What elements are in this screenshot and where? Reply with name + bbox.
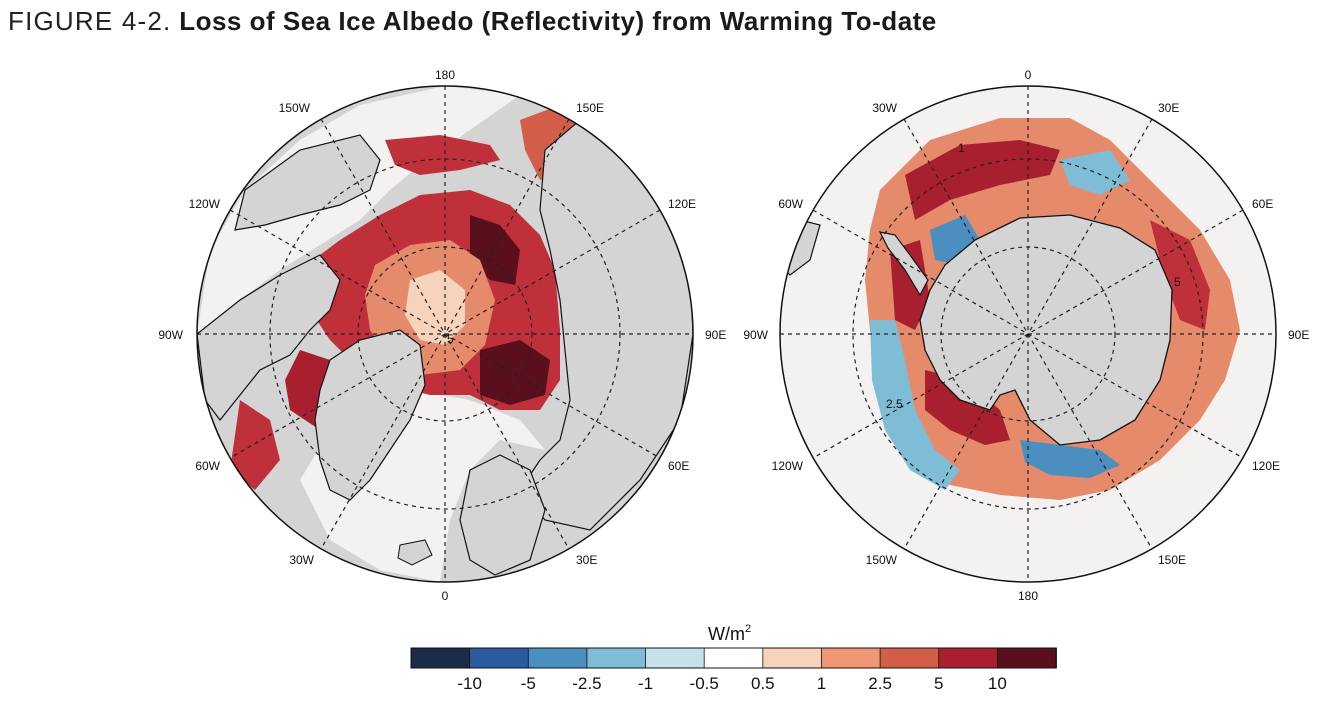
figure-number: FIGURE 4-2. [8, 6, 172, 36]
figure-heading: Loss of Sea Ice Albedo (Reflectivity) fr… [179, 6, 937, 36]
antarctic-label-60w: 60W [778, 197, 803, 211]
colorbar-swatch [762, 647, 823, 669]
arctic-outline [196, 85, 694, 583]
arctic-label-90e: 90E [705, 328, 726, 342]
arctic-contour-5: 5 [447, 332, 454, 346]
arctic-label-60e: 60E [668, 459, 689, 473]
arctic-ice-loss-light [405, 270, 465, 345]
colorbar-swatch [586, 647, 647, 669]
antarctic-ice-loss-ross [925, 370, 1010, 445]
antarctic-label-150w: 150W [866, 553, 898, 567]
arctic-alaska [234, 134, 381, 231]
antarctic-contour-2-5: 2.5 [886, 397, 903, 411]
colorbar-tick-label: 10 [988, 674, 1007, 693]
arctic-iceland [397, 539, 433, 566]
figure-title: FIGURE 4-2. Loss of Sea Ice Albedo (Refl… [8, 6, 937, 37]
arctic-label-30w: 30W [289, 553, 314, 567]
antarctic-label-180: 180 [1018, 589, 1038, 603]
antarctic-graticule [780, 86, 1276, 582]
colorbar-swatch [527, 647, 588, 669]
arctic-label-30e: 30E [576, 553, 597, 567]
antarctic-label-150e: 150E [1158, 553, 1186, 567]
arctic-greenland [314, 329, 426, 501]
arctic-map: 5 180 0 90W 90E 150W 120W 150E 120E 60W … [158, 68, 726, 603]
colorbar-tick-label: 2.5 [868, 674, 892, 693]
colorbar-unit: W/m2 [708, 623, 751, 644]
antarctic-contour-5: 5 [1174, 275, 1181, 289]
colorbar-tick-label: -1 [638, 674, 653, 693]
antarctic-label-90w: 90W [743, 328, 768, 342]
arctic-pacific-loss [385, 135, 500, 175]
colorbar-tick-label: 5 [934, 674, 943, 693]
colorbar-unit-base: W/m [708, 624, 745, 644]
arctic-label-0: 0 [442, 589, 449, 603]
arctic-label-120w: 120W [189, 197, 221, 211]
arctic-label-90w: 90W [158, 328, 183, 342]
colorbar-tick-label: -5 [521, 674, 536, 693]
colorbar-swatch [879, 647, 940, 669]
antarctic-label-120w: 120W [772, 459, 804, 473]
arctic-scandinavia [459, 454, 546, 576]
arctic-label-150e: 150E [576, 101, 604, 115]
colorbar-unit-superscript: 2 [745, 623, 751, 635]
antarctic-outline [779, 85, 1277, 583]
colorbar-swatch [938, 647, 999, 669]
arctic-label-150w: 150W [279, 101, 311, 115]
antarctic-label-0: 0 [1025, 68, 1032, 82]
antarctic-label-30e: 30E [1158, 101, 1179, 115]
antarctic-contour-1: 1 [958, 141, 965, 155]
antarctic-continent [919, 214, 1173, 446]
colorbar-swatch [645, 647, 706, 669]
arctic-labrador-loss [230, 400, 280, 490]
arctic-graticule [197, 86, 693, 582]
colorbar-swatch [821, 647, 881, 669]
antarctic-ice-gain-indian [1060, 150, 1130, 195]
colorbar-swatches [410, 647, 1057, 669]
colorbar-swatch [996, 647, 1057, 669]
antarctic-peninsula [878, 231, 929, 297]
antarctic-label-30w: 30W [872, 101, 897, 115]
colorbar-swatch [410, 647, 471, 669]
colorbar-tick-labels: -10 -5 -2.5 -1 -0.5 0.5 1 2.5 5 10 [457, 674, 1006, 693]
antarctic-ice-loss-red [905, 140, 1060, 220]
arctic-label-120e: 120E [668, 197, 696, 211]
colorbar-tick-label: 1 [817, 674, 826, 693]
colorbar: W/m2 -10 -5 -2.5 -1 -0.5 0.5 1 2.5 5 10 [410, 623, 1057, 693]
arctic-label-60w: 60W [195, 459, 220, 473]
colorbar-swatch [703, 647, 764, 669]
colorbar-tick-label: -10 [457, 674, 482, 693]
colorbar-swatch [469, 647, 530, 669]
antarctic-ice-loss-east [1150, 220, 1210, 330]
antarctic-label-60e: 60E [1252, 197, 1273, 211]
antarctic-label-90e: 90E [1288, 328, 1309, 342]
antarctic-map: 1 2.5 5 0 180 90W 90E 30W 60W 30E 60E 12… [743, 68, 1309, 603]
antarctic-ice-gain-pacific [1020, 440, 1120, 478]
antarctic-label-120e: 120E [1252, 459, 1280, 473]
arctic-label-180: 180 [435, 68, 455, 82]
colorbar-tick-label: -2.5 [572, 674, 601, 693]
colorbar-frame [410, 647, 1057, 669]
antarctic-ice-gain-west [870, 320, 960, 490]
arctic-ice-loss-dark-2 [480, 340, 550, 405]
colorbar-tick-label: -0.5 [690, 674, 719, 693]
colorbar-tick-label: 0.5 [751, 674, 775, 693]
